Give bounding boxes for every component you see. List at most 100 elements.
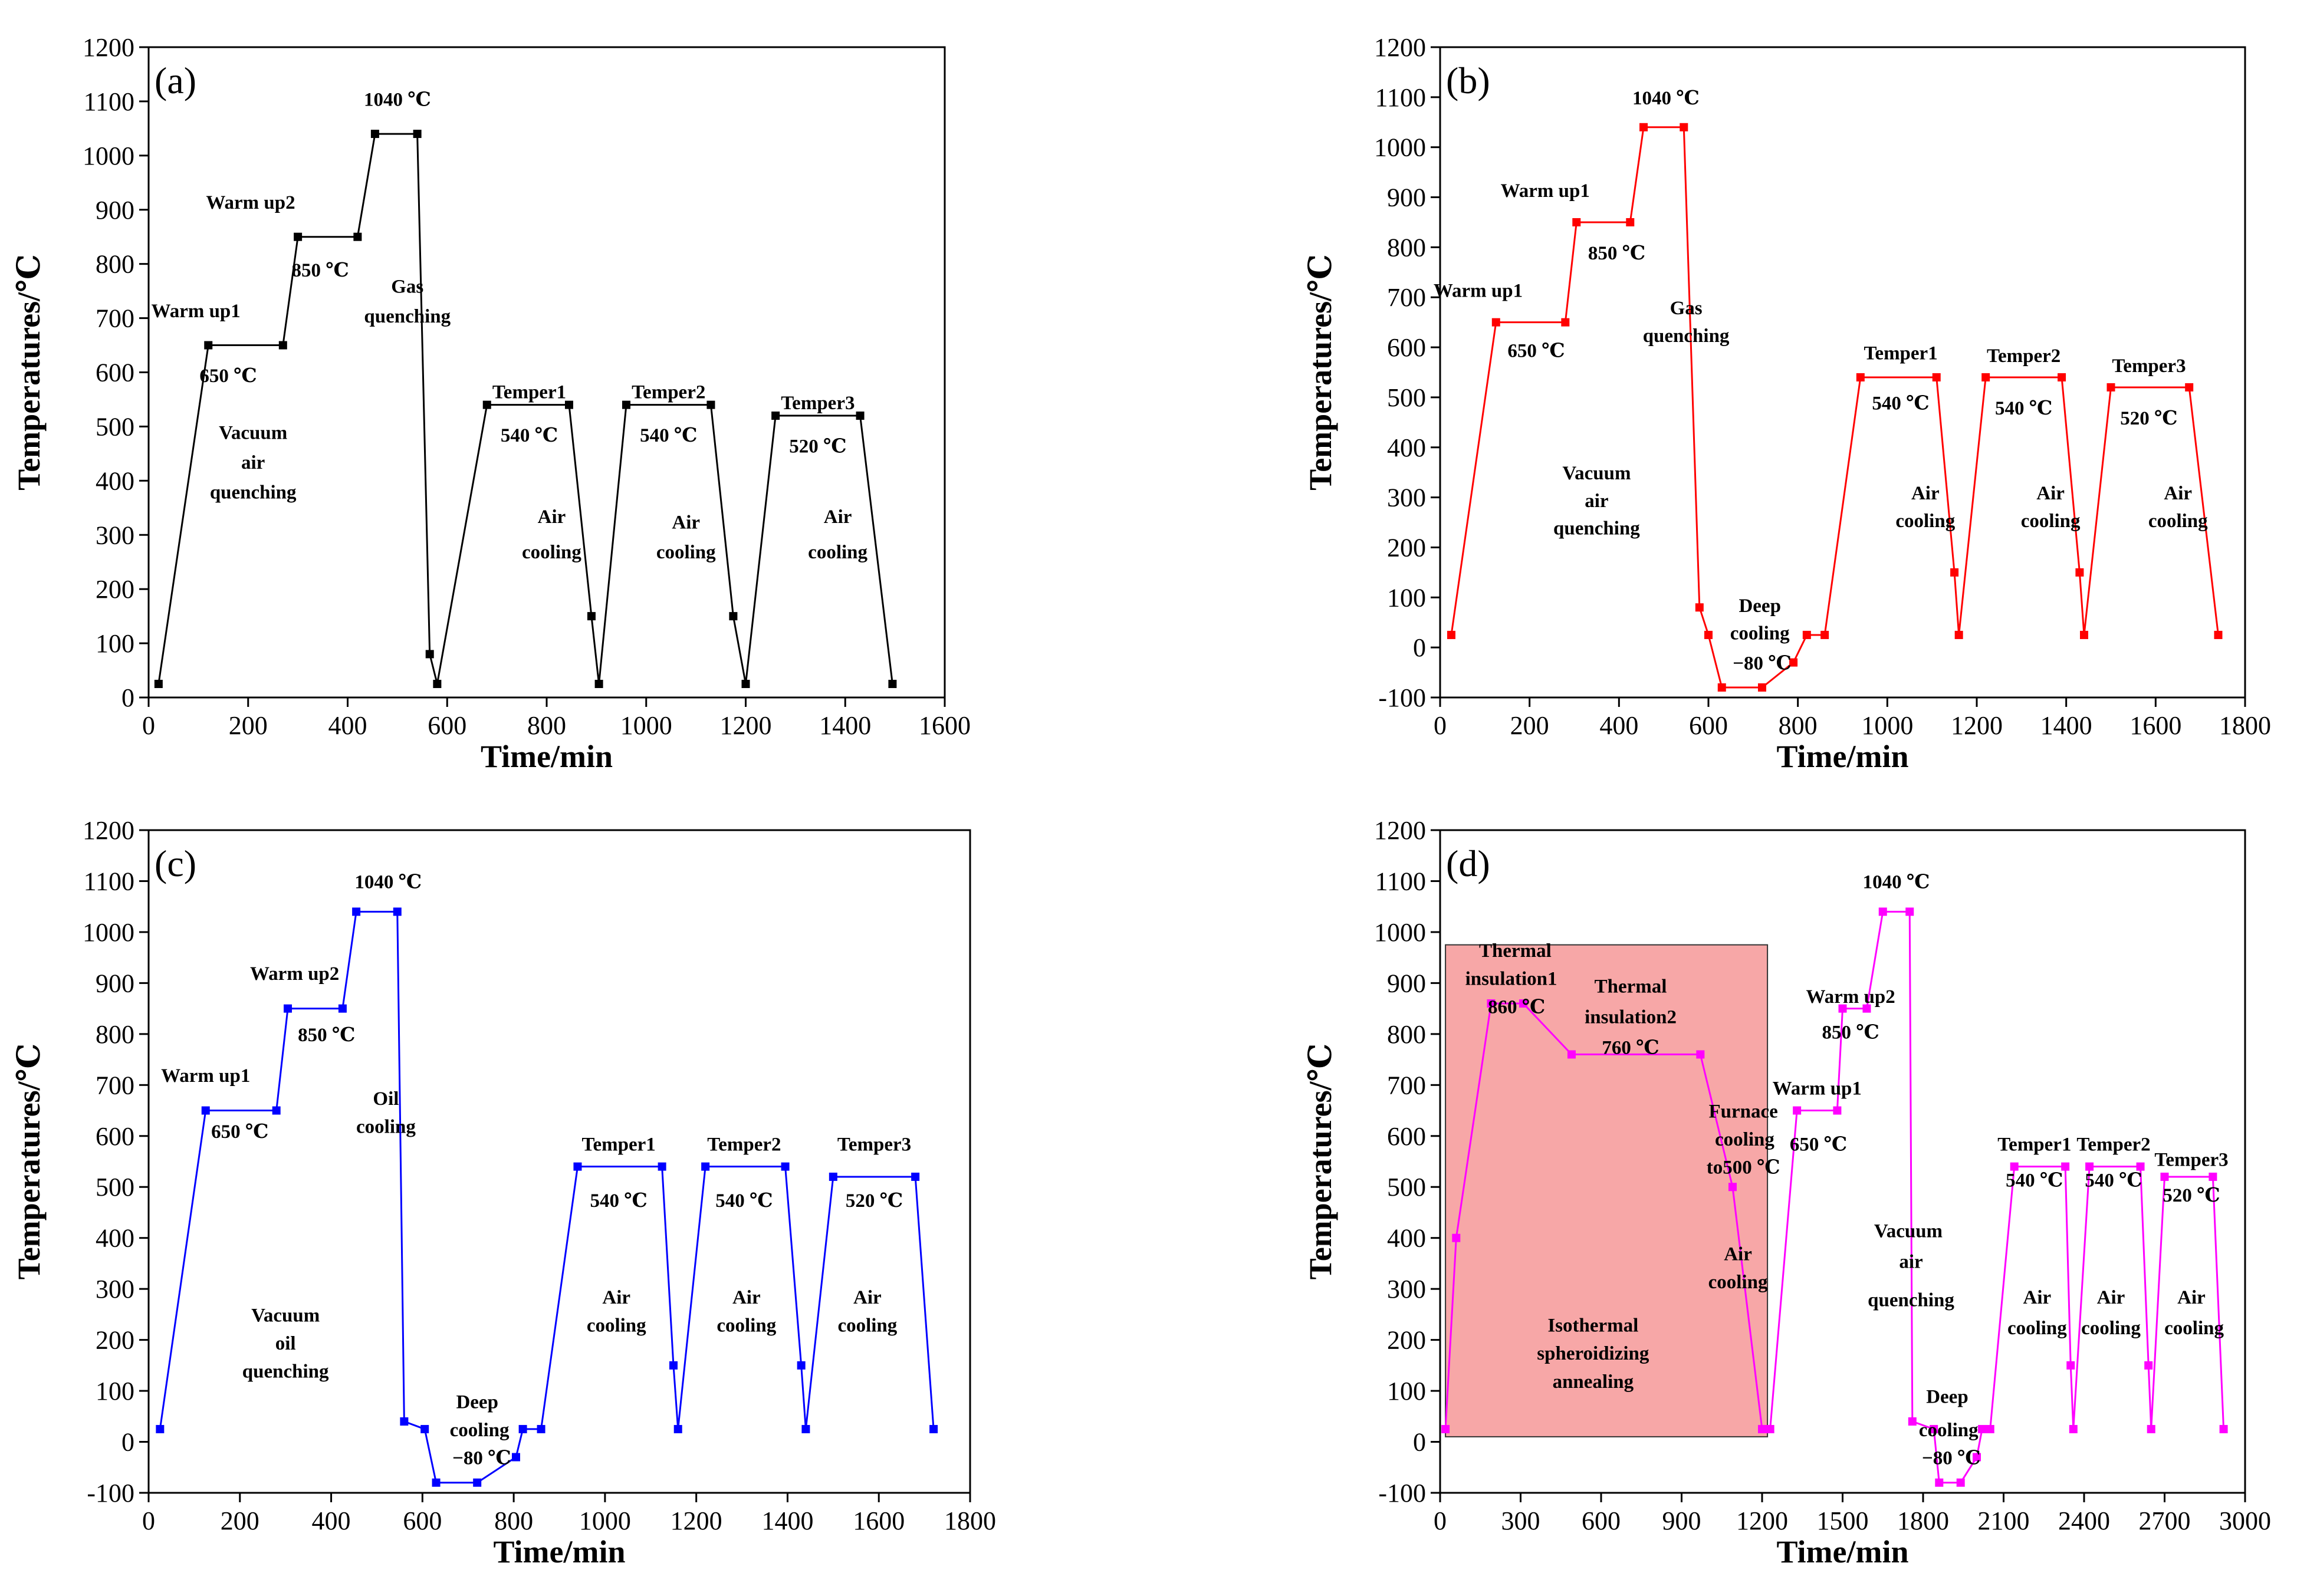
y-tick-label: 200 [96,1326,134,1355]
y-tick-label: 100 [96,1377,134,1406]
annotation-label: −80 ℃ [452,1447,511,1469]
y-tick-label: 900 [96,196,134,225]
data-point [2058,373,2066,381]
data-point [701,1162,710,1171]
x-tick-label: 300 [1501,1506,1540,1535]
y-tick-label: 1000 [1374,133,1426,162]
data-point [1950,568,1959,577]
annotation-label: quenching [210,482,297,504]
annotation-label: insulation1 [1465,969,1557,990]
data-point [729,612,738,621]
y-tick-label: 700 [1387,1071,1426,1100]
y-tick-label: 600 [96,1122,134,1151]
data-point [1491,318,1500,327]
data-point [564,400,573,409]
annotation-label: Temper1 [1864,343,1937,364]
y-tick-label: 600 [96,358,134,387]
data-point [801,1424,810,1433]
annotation-label: Air [732,1287,761,1308]
annotation-label: Temper2 [2076,1134,2150,1156]
x-tick-label: 0 [142,711,155,740]
annotation-label: Temper3 [2154,1150,2228,1171]
x-tick-label: 1000 [620,711,672,740]
panel-4: 0 300 600 900 1200 1500 1800 2100 2400 2700 3000-1… [1303,816,2271,1569]
annotation-label: Deep [1926,1387,1968,1408]
data-point [2080,630,2088,639]
annotation-label: air [1899,1252,1922,1273]
annotation-label: Temper1 [1997,1134,2071,1156]
x-tick-label: 1000 [579,1506,631,1535]
annotation-label: 860 ℃ [1488,996,1545,1018]
data-point [1833,1106,1842,1115]
annotation-label: quenching [1643,325,1730,347]
data-point [888,680,897,689]
annotation-label: Thermal [1595,976,1667,998]
plot-frame [147,829,971,1494]
data-point [1838,1004,1847,1013]
x-tick-label: 200 [1510,711,1549,740]
annotation-label: Air [824,506,852,528]
x-tick-label: 1200 [1951,711,2003,740]
annotation-label: Warm up1 [161,1065,250,1087]
y-tick-label: 900 [96,969,134,998]
annotation-label: Air [1911,483,1940,504]
annotation-label: 520 ℃ [2120,408,2177,429]
x-tick-label: 800 [527,711,566,740]
annotation-label: Air [672,512,700,533]
annotation-label: cooling [2148,511,2208,532]
data-point [2144,1361,2153,1370]
y-tick-label: 500 [96,1173,134,1202]
x-tick-label: 1400 [2040,711,2092,740]
y-tick-label: 0 [1413,1428,1426,1457]
annotation-label: to500 ℃ [1707,1157,1780,1179]
data-point [1862,1004,1871,1013]
annotation-label: 520 ℃ [789,436,846,458]
x-tick-label: 1800 [2219,711,2271,740]
data-point [1487,999,1496,1008]
annotation-label: 540 ℃ [590,1190,647,1212]
annotation-label: 760 ℃ [1602,1037,1659,1058]
annotation-label: Air [2036,483,2065,504]
annotation-label: 540 ℃ [2085,1170,2142,1191]
data-point [829,1172,837,1181]
x-tick-label: 400 [1599,711,1638,740]
data-point [669,1361,678,1370]
annotation-label: Deep [456,1391,498,1413]
data-point [658,1162,666,1171]
y-tick-label: 200 [96,575,134,604]
data-point [1758,1424,1766,1433]
y-axis-title: Temperatures/℃ [1303,254,1338,491]
x-tick-label: 600 [1689,711,1728,740]
y-tick-label: 1100 [84,867,134,896]
data-point [154,680,163,689]
x-tick-label: 800 [494,1506,533,1535]
x-tick-label: 1600 [2129,711,2181,740]
data-point [353,232,362,241]
annotation-label: 520 ℃ [2163,1185,2220,1206]
y-tick-label: 0 [121,683,134,712]
y-tick-label: 1200 [83,33,134,62]
data-point [1908,1417,1917,1426]
annotation-label: cooling [808,542,867,563]
annotation-label: Furnace [1708,1101,1777,1123]
x-tick-label: 1000 [1861,711,1913,740]
data-point [1572,218,1581,226]
annotation-label: Thermal [1479,940,1552,962]
y-tick-label: 800 [96,250,134,279]
data-point [1932,373,1941,381]
data-point [1519,999,1528,1008]
data-point [1717,683,1726,692]
y-tick-label: 1100 [1375,83,1426,112]
data-point [1704,630,1713,639]
y-tick-label: 500 [96,412,134,441]
y-tick-label: 600 [1387,1122,1426,1151]
y-tick-label: 400 [1387,1224,1426,1253]
x-tick-label: 3000 [2219,1506,2271,1535]
annotation-label: Warm up1 [1501,180,1590,202]
y-tick-label: -100 [1378,683,1426,712]
data-point [2219,1424,2228,1433]
annotation-label: cooling [2021,511,2081,532]
panel-label: (c) [155,843,196,884]
data-point [622,400,630,409]
x-tick-label: 2700 [2139,1506,2191,1535]
